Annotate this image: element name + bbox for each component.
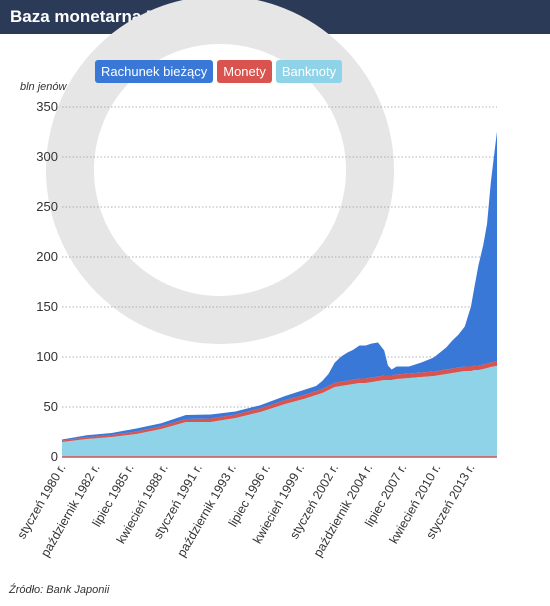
x-axis-ticks: styczeń 1980 r.październik 1982 r.lipiec… [14, 462, 477, 560]
area-monety [62, 361, 497, 442]
stacked-areas [62, 131, 497, 458]
y-axis-ticks: 0 50 100 150 200 250 300 350 [36, 99, 58, 464]
y-tick-label: 300 [36, 149, 58, 164]
source-note: Źródło: Bank Japonii [9, 584, 110, 596]
legend-item-coins: Monety [217, 60, 272, 83]
watermark-ring [46, 0, 394, 344]
legend-item-banknotes: Banknoty [275, 60, 343, 83]
y-tick-label: 0 [51, 449, 58, 464]
legend: Rachunek bieżący Monety Banknoty [95, 60, 343, 83]
y-tick-label: 200 [36, 249, 58, 264]
y-tick-label: 150 [36, 299, 58, 314]
y-tick-label: 250 [36, 199, 58, 214]
y-axis-unit-label: bln jenów [20, 81, 67, 93]
y-tick-label: 350 [36, 99, 58, 114]
legend-item-current-account: Rachunek bieżący [95, 60, 214, 83]
y-tick-label: 100 [36, 349, 58, 364]
watermark-logo [46, 0, 394, 344]
area-banknoty [62, 366, 497, 457]
y-tick-label: 50 [44, 399, 58, 414]
